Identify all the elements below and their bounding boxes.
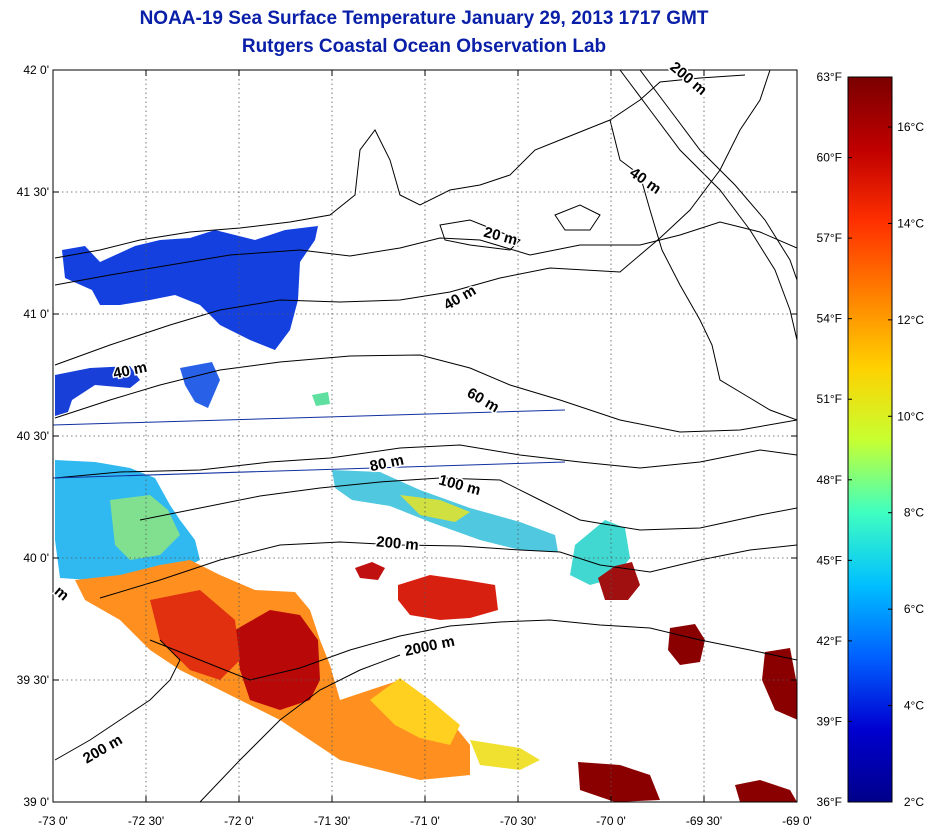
colorbar-celsius-label: 14°C bbox=[897, 216, 924, 230]
contour-label: 20 m bbox=[482, 224, 519, 249]
contour-200m bbox=[99, 541, 797, 599]
contour-40m-outer-2 bbox=[639, 70, 797, 281]
lon-tick-label: -72 0' bbox=[224, 814, 254, 828]
contour-100m bbox=[139, 477, 797, 531]
colorbar-fahrenheit-label: 39°F bbox=[817, 714, 842, 728]
lat-tick-label: 40 0' bbox=[23, 551, 49, 565]
sst-patch-warm-eastspot bbox=[598, 562, 640, 600]
lat-tick-label: 39 30' bbox=[17, 673, 49, 687]
lon-tick-label: -71 30' bbox=[314, 814, 350, 828]
contour-label: 2000 m bbox=[403, 633, 456, 660]
contour-label: m bbox=[51, 583, 72, 605]
sst-patch-hot-speck bbox=[355, 562, 385, 580]
colorbar-fahrenheit-label: 54°F bbox=[817, 312, 842, 326]
sst-data-layer bbox=[55, 226, 797, 802]
contour-label: 200 m bbox=[667, 59, 711, 99]
axis-tick-labels: -73 0' -72 30' -72 0' -71 30' -71 0' -70 30' -… bbox=[17, 63, 812, 828]
colorbar-celsius-label: 2°C bbox=[904, 795, 924, 809]
sst-patch-hot-east-1 bbox=[668, 624, 705, 665]
sst-patch-hot-shelfbreak bbox=[398, 575, 498, 620]
colorbar-fahrenheit-label: 48°F bbox=[817, 473, 842, 487]
colorbar-fahrenheit-label: 63°F bbox=[817, 70, 842, 84]
contour-40m-outer bbox=[619, 70, 797, 341]
lon-tick-label: -69 30' bbox=[686, 814, 722, 828]
satellite-track-1 bbox=[53, 409, 566, 426]
colorbar-fahrenheit-label: 57°F bbox=[817, 231, 842, 245]
lat-tick-label: 39 0' bbox=[23, 795, 49, 809]
lon-tick-label: -71 0' bbox=[410, 814, 440, 828]
colorbar-celsius-label: 6°C bbox=[904, 602, 924, 616]
colorbar-gradient bbox=[847, 76, 893, 803]
colorbar-celsius-label: 4°C bbox=[904, 699, 924, 713]
map-grid bbox=[53, 70, 797, 802]
colorbar-fahrenheit-label: 36°F bbox=[817, 795, 842, 809]
bathymetry-contours bbox=[53, 70, 797, 802]
colorbar-celsius-label: 10°C bbox=[897, 409, 924, 423]
lat-tick-label: 41 30' bbox=[17, 185, 49, 199]
colorbar-fahrenheit-label: 60°F bbox=[817, 151, 842, 165]
contour-2000m-south bbox=[199, 654, 401, 802]
map-subtitle: Rutgers Coastal Ocean Observation Lab bbox=[241, 36, 607, 57]
colorbar-fahrenheit-label: 51°F bbox=[817, 392, 842, 406]
colorbar-fahrenheit-label: 42°F bbox=[817, 634, 842, 648]
contour-label: 40 m bbox=[441, 282, 479, 314]
sst-patch-hot-core bbox=[235, 610, 320, 710]
coastline-long-island bbox=[54, 74, 746, 259]
contour-40m bbox=[54, 70, 771, 366]
sst-patch-hot-corner bbox=[735, 780, 797, 802]
contour-label: 200 m bbox=[376, 533, 420, 554]
lon-tick-label: -70 0' bbox=[596, 814, 626, 828]
sst-patch-warm-yellow-2 bbox=[470, 740, 540, 770]
contour-200m-south bbox=[54, 639, 181, 761]
colorbar-labels: 63°F 60°F 57°F 54°F 51°F 48°F 45°F 42°F 39°F 36°F… bbox=[817, 70, 925, 809]
colorbar-celsius-label: 8°C bbox=[904, 506, 924, 520]
contour-label: 80 m bbox=[368, 451, 405, 475]
sst-patch-hot-mid bbox=[150, 590, 240, 680]
contour-80m bbox=[54, 444, 797, 479]
sst-patch-hot-east-2 bbox=[762, 648, 797, 720]
sst-patch-shelf-band-2 bbox=[400, 495, 470, 522]
colorbar-celsius-label: 16°C bbox=[897, 120, 924, 134]
contour-60m bbox=[54, 354, 797, 433]
contour-label: 200 m bbox=[80, 731, 125, 767]
lon-tick-label: -69 0' bbox=[782, 814, 812, 828]
sst-patch-cold-northwest bbox=[62, 226, 318, 350]
sst-patch-cold-west bbox=[55, 366, 140, 416]
satellite-track-2 bbox=[53, 461, 566, 479]
sst-patch-hot-southeast bbox=[578, 762, 660, 802]
lat-tick-label: 40 30' bbox=[17, 429, 49, 443]
contour-20m bbox=[54, 221, 797, 286]
contour-label: 100 m bbox=[437, 472, 482, 499]
sst-patch-warm-yellow bbox=[370, 678, 460, 745]
lon-tick-label: -72 30' bbox=[128, 814, 164, 828]
lon-tick-label: -73 0' bbox=[38, 814, 68, 828]
sst-patch-cool-green bbox=[110, 495, 180, 560]
sst-patch-cold-small bbox=[180, 362, 220, 408]
colorbar-fahrenheit-label: 45°F bbox=[817, 553, 842, 567]
lat-tick-label: 42 0' bbox=[23, 63, 49, 77]
sst-patch-cool-speck bbox=[312, 392, 330, 406]
lat-tick-label: 41 0' bbox=[23, 307, 49, 321]
colorbar-celsius-label: 12°C bbox=[897, 313, 924, 327]
lon-tick-label: -70 30' bbox=[500, 814, 536, 828]
map-title: NOAA-19 Sea Surface Temperature January … bbox=[139, 8, 709, 29]
contour-label: 40 m bbox=[112, 359, 149, 383]
contour-2000m bbox=[149, 619, 797, 681]
coastline-islands bbox=[439, 204, 601, 251]
coastline-cape-cod bbox=[609, 119, 797, 421]
